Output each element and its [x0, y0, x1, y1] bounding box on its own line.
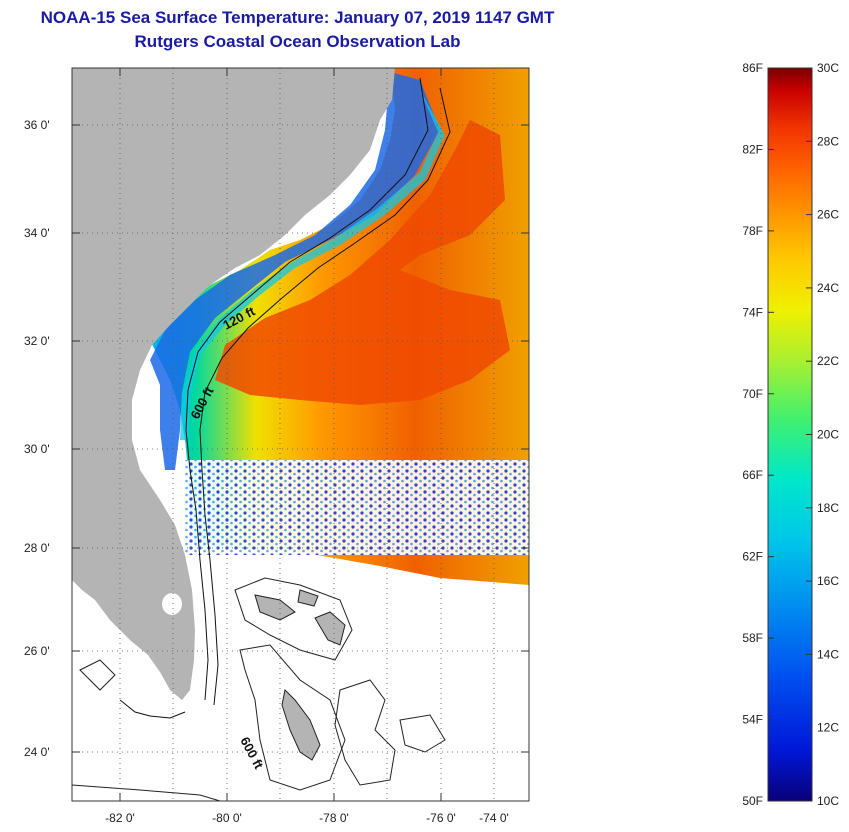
- lat-label-36: 36 0': [24, 118, 50, 132]
- colorbar-label-f: 86F: [742, 61, 763, 75]
- lat-label-34: 34 0': [24, 226, 50, 240]
- lat-label-26: 26 0': [24, 644, 50, 658]
- colorbar-label-f: 50F: [742, 794, 763, 808]
- isobath-600ft: [199, 87, 451, 706]
- colorbar-label-c: 18C: [817, 501, 839, 515]
- map-title: NOAA-15 Sea Surface Temperature: January…: [40, 8, 555, 27]
- bahamas-islands: [254, 589, 346, 761]
- colorbar-label-c: 16C: [817, 574, 839, 588]
- lat-label-28: 28 0': [24, 541, 50, 555]
- colorbar-label-f: 70F: [742, 387, 763, 401]
- colorbar-label-c: 28C: [817, 134, 839, 148]
- cloud-cover-band: [185, 460, 529, 555]
- sst-coastal-cold-band: [150, 72, 440, 470]
- colorbar-label-c: 12C: [817, 721, 839, 735]
- lon-label-82: -82 0': [105, 811, 135, 825]
- frame-ticks: [72, 68, 529, 801]
- colorbar-label-c: 10C: [817, 794, 839, 808]
- lat-label-30: 30 0': [24, 442, 50, 456]
- lat-label-32: 32 0': [24, 334, 50, 348]
- lon-label-76: -76 0': [426, 811, 456, 825]
- us-southeast-landmass: [72, 68, 395, 700]
- lon-label-74: -74 0': [479, 811, 509, 825]
- lon-label-78: -78 0': [319, 811, 349, 825]
- colorbar-label-c: 26C: [817, 208, 839, 222]
- florida-keys: [119, 699, 186, 719]
- graticule: [72, 68, 529, 801]
- colorbar-label-f: 82F: [742, 142, 763, 156]
- bahamas-bank-outlines: [72, 577, 446, 801]
- colorbar-label-c: 14C: [817, 647, 839, 661]
- map-panel: [72, 68, 529, 801]
- lake-okeechobee: [162, 593, 182, 615]
- colorbar-ticks: [768, 67, 812, 802]
- isobath-120ft: [185, 77, 429, 701]
- colorbar-label-c: 30C: [817, 61, 839, 75]
- colorbar-label-f: 58F: [742, 631, 763, 645]
- colorbar-label-c: 24C: [817, 281, 839, 295]
- colorbar-label-f: 74F: [742, 305, 763, 319]
- colorbar-label-c: 22C: [817, 354, 839, 368]
- colorbar-label-f: 54F: [742, 713, 763, 727]
- colorbar-label-c: 20C: [817, 428, 839, 442]
- colorbar-scale: [767, 67, 813, 802]
- colorbar-fahrenheit-labels: 86F 82F 78F 74F 70F 66F 62F 58F 54F 50F: [742, 61, 763, 808]
- map-subtitle: Rutgers Coastal Ocean Observation Lab: [134, 32, 461, 51]
- colorbar-label-f: 66F: [742, 468, 763, 482]
- map-frame: [71, 67, 530, 802]
- colorbar-celsius-labels: 30C 28C 26C 24C 22C 20C 18C 16C 14C 12C 10C: [817, 61, 839, 808]
- gulf-stream-core: [215, 120, 510, 405]
- colorbar-label-f: 78F: [742, 224, 763, 238]
- colorbar-label-f: 62F: [742, 550, 763, 564]
- lon-label-80: -80 0': [212, 811, 242, 825]
- lat-label-24: 24 0': [24, 745, 50, 759]
